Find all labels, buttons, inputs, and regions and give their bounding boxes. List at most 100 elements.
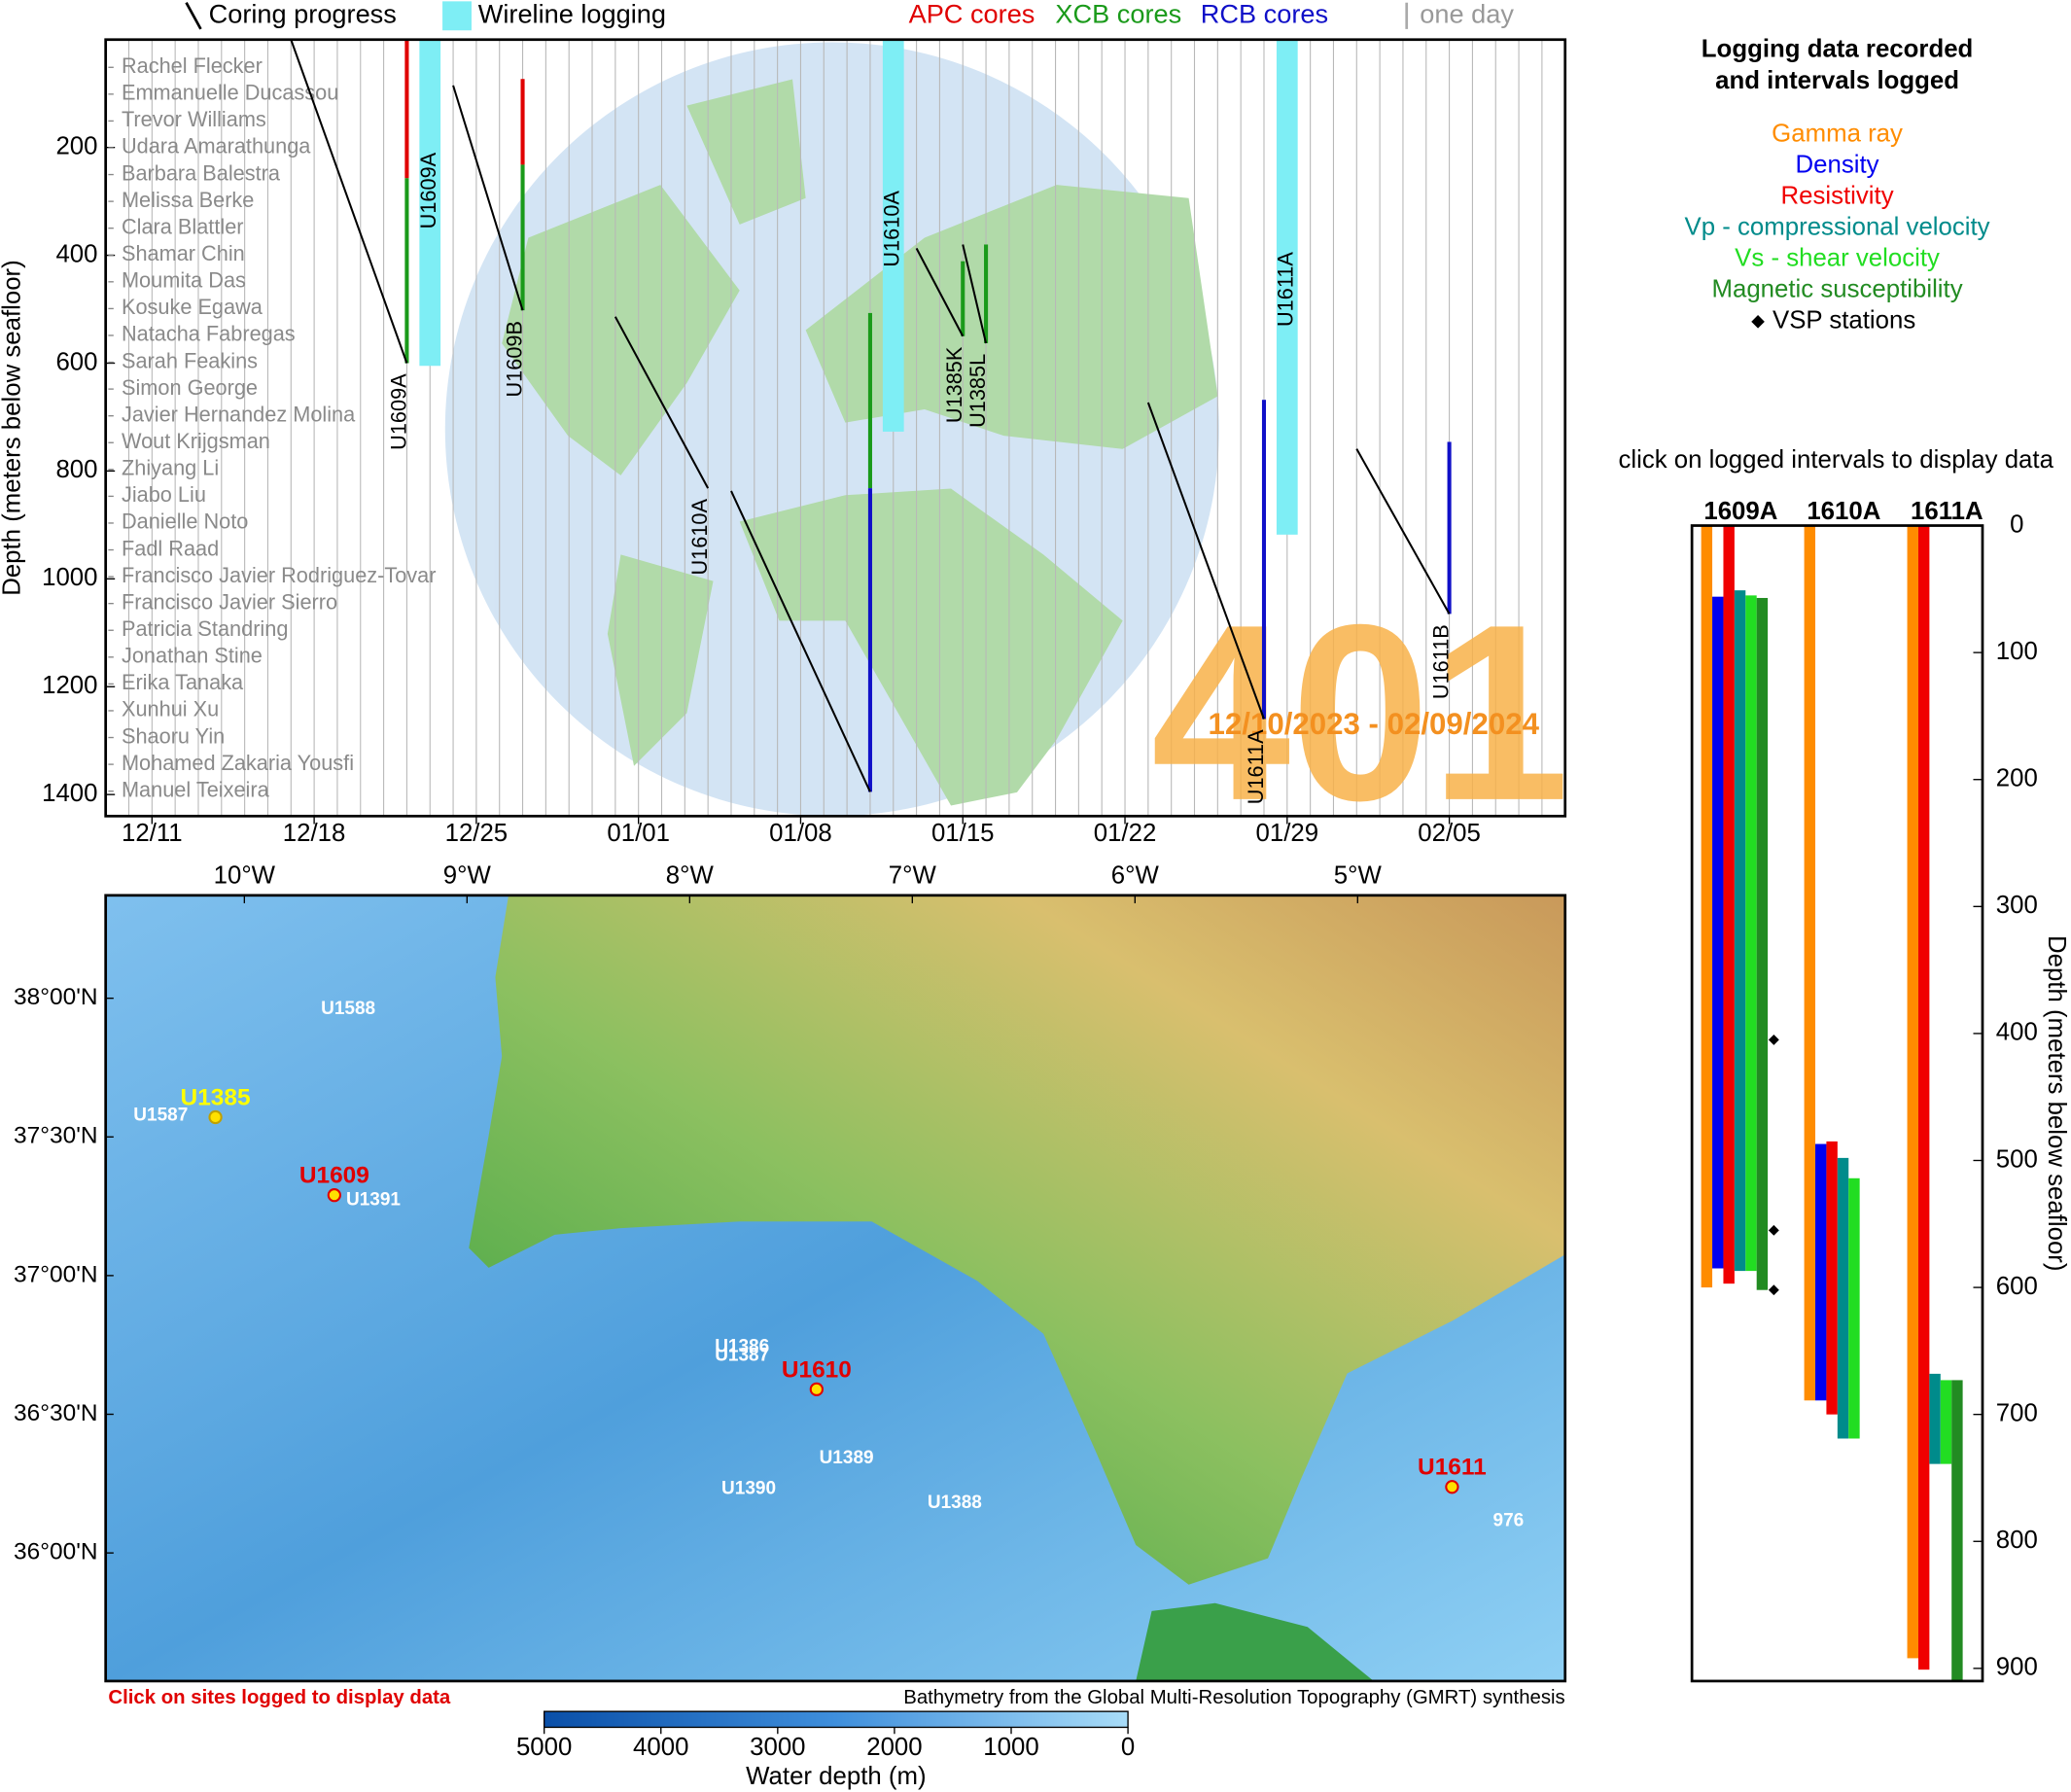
coring-line: [614, 316, 871, 792]
legend-wireline-symbol: [442, 1, 472, 31]
hole-label: U1385L: [965, 354, 990, 428]
wireline-bar: [1276, 39, 1298, 535]
legend-core: APC cores: [909, 0, 1036, 28]
legend-vsp: VSP stations: [1773, 307, 1915, 334]
logged-interval[interactable]: [1804, 525, 1816, 1401]
logged-interval[interactable]: [1826, 1141, 1838, 1415]
scientist-name: Erika Tanaka: [122, 670, 244, 694]
x-tick-label: 01/22: [1094, 820, 1157, 847]
site-label: U1391: [346, 1190, 401, 1211]
coring-line: [915, 247, 965, 337]
logged-interval[interactable]: [1837, 1157, 1849, 1439]
scientist-name: Fadl Raad: [122, 536, 219, 560]
scientist-name: Shaoru Yin: [122, 723, 225, 748]
lat-label: 38°00'N: [14, 984, 97, 1010]
site-dot[interactable]: [809, 1382, 824, 1396]
logged-interval[interactable]: [1734, 590, 1746, 1272]
lon-label: 9°W: [443, 862, 492, 890]
site-dot[interactable]: [327, 1188, 341, 1203]
y-tick-label: 700: [1996, 1399, 2038, 1426]
logged-interval[interactable]: [1907, 525, 1918, 1659]
y-tick-label: 1000: [42, 564, 97, 591]
scientist-name: Shamar Chin: [122, 241, 245, 265]
logged-interval[interactable]: [1723, 525, 1735, 1284]
x-tick-label: 01/15: [931, 820, 995, 847]
y-tick-label: 0: [2010, 510, 2023, 538]
wireline-bar: [419, 39, 441, 367]
scientist-name: Jonathan Stine: [122, 644, 263, 668]
expedition-number: 401: [1151, 572, 1570, 853]
hole-label: U1609A: [386, 373, 410, 450]
colorbar: [543, 1710, 1129, 1729]
site-label[interactable]: U1609: [299, 1163, 369, 1189]
colorbar-tick-label: 0: [1121, 1734, 1135, 1761]
site-label: U1390: [721, 1479, 776, 1499]
lon-label: 6°W: [1111, 862, 1160, 890]
hole-label: U1385K: [942, 346, 966, 423]
core-interval: [1261, 400, 1267, 720]
logged-interval[interactable]: [1940, 1380, 1952, 1464]
legend-entry: Vs - shear velocity: [1735, 245, 1940, 272]
y-tick-label: 200: [55, 132, 97, 159]
scientist-name: Barbara Balestra: [122, 160, 281, 185]
logged-interval[interactable]: [1917, 525, 1930, 1670]
y-tick-label: 400: [1996, 1019, 2038, 1046]
logged-interval[interactable]: [1848, 1177, 1860, 1439]
y-axis-label: Depth (meters below seafloor): [2043, 935, 2070, 1272]
scientist-name: Mohamed Zakaria Yousfi: [122, 751, 354, 775]
map-credit: Bathymetry from the Global Multi-Resolut…: [903, 1687, 1564, 1708]
core-interval: [520, 79, 525, 165]
scientist-name: Sarah Feakins: [122, 348, 258, 372]
coring-line: [1146, 402, 1265, 720]
scientist-name: Xunhui Xu: [122, 697, 219, 721]
y-tick-label: 200: [1996, 765, 2038, 792]
logged-interval[interactable]: [1701, 525, 1713, 1288]
x-tick-label: 01/29: [1256, 820, 1319, 847]
site-label: U1385: [181, 1084, 251, 1110]
logged-interval[interactable]: [1815, 1143, 1827, 1401]
x-tick-label: 01/01: [607, 820, 670, 847]
hole-label: U1610A: [687, 499, 712, 576]
logged-interval[interactable]: [1756, 597, 1769, 1290]
vsp-station: [1768, 1035, 1779, 1045]
site-dot[interactable]: [1445, 1480, 1459, 1494]
logged-interval[interactable]: [1929, 1373, 1941, 1464]
scientist-name: Rachel Flecker: [122, 53, 263, 78]
wireline-label: U1610A: [879, 191, 903, 267]
logging-note: click on logged intervals to display dat…: [1618, 446, 2053, 474]
logged-interval[interactable]: [1745, 595, 1757, 1272]
site-label: U1387: [715, 1346, 769, 1366]
hole-header: 1609A: [1703, 498, 1777, 525]
x-tick-label: 12/18: [283, 820, 346, 847]
coring-line: [1355, 448, 1451, 615]
vsp-station: [1768, 1224, 1779, 1236]
map-frame: [104, 894, 1567, 1683]
scientist-name: Danielle Noto: [122, 509, 248, 534]
site-label[interactable]: U1610: [782, 1356, 852, 1383]
lon-label: 5°W: [1334, 862, 1383, 890]
legend-entry: Density: [1796, 151, 1879, 178]
y-tick-label: 900: [1996, 1654, 2038, 1681]
scientist-name: Javier Hernandez Molina: [122, 402, 356, 426]
scientist-name: Emmanuelle Ducassou: [122, 81, 338, 105]
core-interval: [1447, 441, 1452, 615]
x-tick-label: 12/25: [445, 820, 509, 847]
y-tick-label: 400: [55, 240, 97, 267]
legend-title: Logging data recorded: [1702, 35, 1974, 62]
colorbar-tick-label: 3000: [750, 1734, 805, 1761]
y-tick-label: 1200: [42, 672, 97, 699]
legend-core: RCB cores: [1201, 0, 1328, 28]
site-label[interactable]: U1611: [1418, 1455, 1487, 1481]
colorbar-tick-label: 1000: [983, 1734, 1038, 1761]
logged-interval[interactable]: [1712, 596, 1724, 1269]
logging-frame: [1690, 524, 1984, 1683]
vsp-station: [1768, 1284, 1779, 1296]
legend-line-symbol: [185, 2, 202, 30]
scientist-name: Trevor Williams: [122, 107, 266, 131]
colorbar-tick-label: 4000: [633, 1734, 688, 1761]
legend-entry: Gamma ray: [1772, 120, 1903, 147]
legend-wireline: Wireline logging: [478, 0, 666, 28]
logged-interval[interactable]: [1951, 1380, 1963, 1681]
